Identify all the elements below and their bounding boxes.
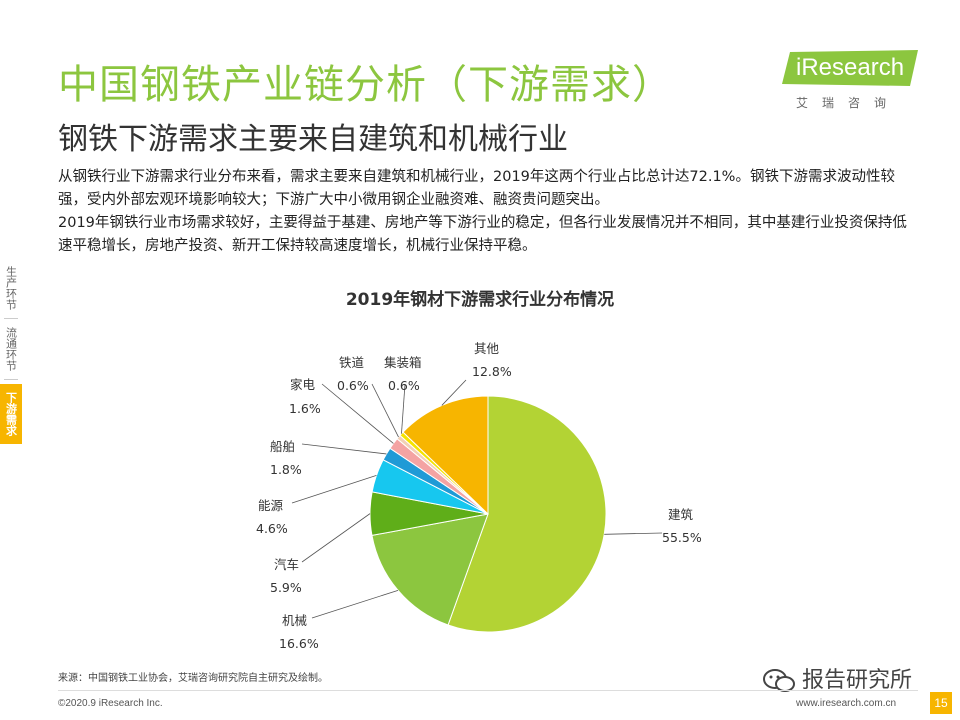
side-nav-item-production[interactable]: 生产环节	[0, 262, 22, 314]
leader-line	[371, 383, 399, 438]
chart-title: 2019年钢材下游需求行业分布情况	[345, 290, 615, 310]
logo-brand: iResearch	[796, 54, 905, 81]
page-number: 15	[930, 692, 952, 714]
slice-value-label: 1.8%	[270, 462, 302, 477]
slice-name-label: 铁道	[339, 355, 365, 370]
body-paragraph-2: 2019年钢铁行业市场需求较好，主要得益于基建、房地产等下游行业的稳定，但各行业…	[58, 215, 907, 254]
side-nav-item-circulation[interactable]: 流通环节	[0, 323, 22, 375]
logo-subtext: 艾瑞咨询	[796, 96, 901, 110]
slice-name-label: 家电	[290, 377, 316, 392]
copyright: ©2020.9 iResearch Inc.	[58, 698, 163, 709]
watermark: 报告研究所	[762, 662, 912, 694]
slice-name-label: 汽车	[274, 557, 299, 572]
side-nav-label: 生产环节	[4, 266, 18, 310]
page-subtitle: 钢铁下游需求主要来自建筑和机械行业	[58, 122, 568, 157]
leader-line	[321, 383, 394, 444]
side-nav-divider	[4, 318, 18, 319]
slice-value-label: 1.6%	[289, 401, 321, 416]
footer-divider	[58, 690, 918, 691]
slice-value-label: 16.6%	[279, 636, 319, 651]
slice-name-label: 其他	[474, 341, 500, 356]
iresearch-logo: iResearch 艾瑞咨询	[782, 50, 918, 138]
leader-line	[401, 383, 406, 434]
leader-line	[441, 379, 467, 406]
slice-value-label: 0.6%	[388, 378, 420, 393]
slice-value-label: 55.5%	[662, 530, 702, 545]
slice-name-label: 能源	[258, 498, 284, 513]
side-nav-label: 流通环节	[4, 327, 18, 371]
leader-line	[301, 513, 371, 563]
slice-name-label: 船舶	[270, 439, 295, 454]
leader-line	[604, 532, 663, 535]
source-note: 来源：中国钢铁工业协会，艾瑞咨询研究院自主研究及绘制。	[58, 673, 328, 684]
leader-line	[311, 589, 399, 619]
leader-line	[301, 443, 387, 455]
body-text: 从钢铁行业下游需求行业分布来看，需求主要来自建筑和机械行业，2019年这两个行业…	[58, 166, 918, 258]
website-link[interactable]: www.iresearch.com.cn	[796, 698, 897, 709]
slice-value-label: 12.8%	[472, 364, 512, 379]
side-nav-label: 下游需求	[4, 392, 18, 436]
wechat-icon	[763, 669, 795, 692]
slice-value-label: 5.9%	[270, 580, 302, 595]
slice-value-label: 0.6%	[337, 378, 369, 393]
slice-name-label: 集装箱	[384, 355, 422, 370]
pie-slice	[402, 395, 489, 516]
body-paragraph-1: 从钢铁行业下游需求行业分布来看，需求主要来自建筑和机械行业，2019年这两个行业…	[58, 169, 895, 208]
slice-name-label: 机械	[282, 613, 308, 628]
side-nav-divider	[4, 379, 18, 380]
page-title: 中国钢铁产业链分析（下游需求）	[58, 62, 673, 108]
pie-slice	[447, 395, 607, 633]
leader-line	[291, 475, 377, 504]
watermark-text: 报告研究所	[802, 668, 913, 693]
slice-value-label: 4.6%	[256, 521, 288, 536]
side-nav-item-downstream[interactable]: 下游需求	[0, 384, 22, 444]
logo-banner-shape	[782, 50, 918, 86]
side-nav: 生产环节 流通环节 下游需求	[0, 262, 22, 444]
slice-name-label: 建筑	[668, 507, 694, 522]
